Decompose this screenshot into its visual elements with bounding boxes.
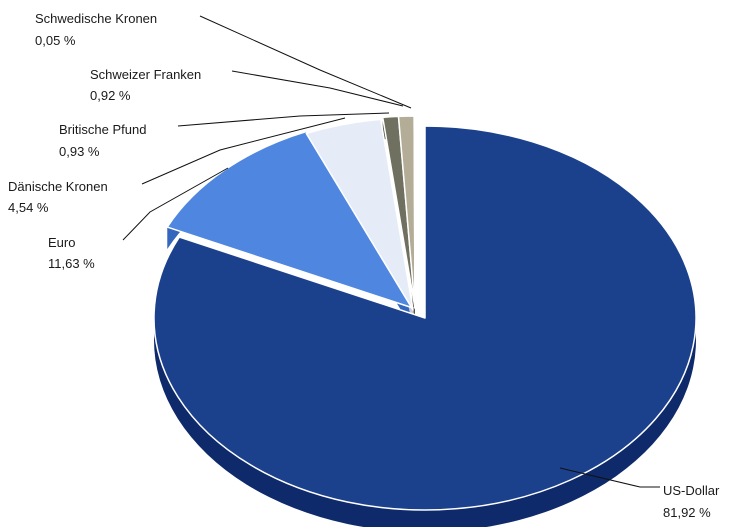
label-schweizer-franken: Schweizer Franken 0,92 % [90,67,201,103]
category-label-schweizer-franken: Schweizer Franken [90,67,201,82]
label-leader-lines [122,15,660,488]
category-label-euro: Euro [48,235,75,250]
slice-us-dollar [153,125,697,511]
label-daenische-kronen: Dänische Kronen 4,54 % [8,179,108,215]
label-euro: Euro 11,63 % [48,235,95,271]
value-label-schweizer-franken: 0,92 % [90,88,131,103]
value-label-schwedische-kronen: 0,05 % [35,33,76,48]
leader-line-us-dollar [559,467,660,488]
leader-line-euro [122,167,229,241]
value-label-euro: 11,63 % [48,256,95,271]
category-label-schwedische-kronen: Schwedische Kronen [35,11,157,26]
value-label-britische-pfund: 0,93 % [59,144,100,159]
category-label-britische-pfund: Britische Pfund [59,122,146,137]
label-us-dollar: US-Dollar 81,92 % [663,483,720,520]
label-schwedische-kronen: Schwedische Kronen 0,05 % [35,11,157,48]
pie-slices [153,115,697,511]
slice-daenische-kronen [305,118,414,311]
leader-line-schweizer-franken [231,70,404,107]
leader-line-daenische-kronen [141,117,346,185]
value-label-us-dollar: 81,92 % [663,505,711,520]
slice-schwedische-kronen [413,115,416,309]
label-britische-pfund: Britische Pfund 0,93 % [59,122,146,159]
value-label-daenische-kronen: 4,54 % [8,200,49,215]
leader-line-schwedische-kronen [199,15,412,109]
leader-line-britische-pfund [177,112,390,127]
category-label-us-dollar: US-Dollar [663,483,720,498]
category-label-daenische-kronen: Dänische Kronen [8,179,108,194]
